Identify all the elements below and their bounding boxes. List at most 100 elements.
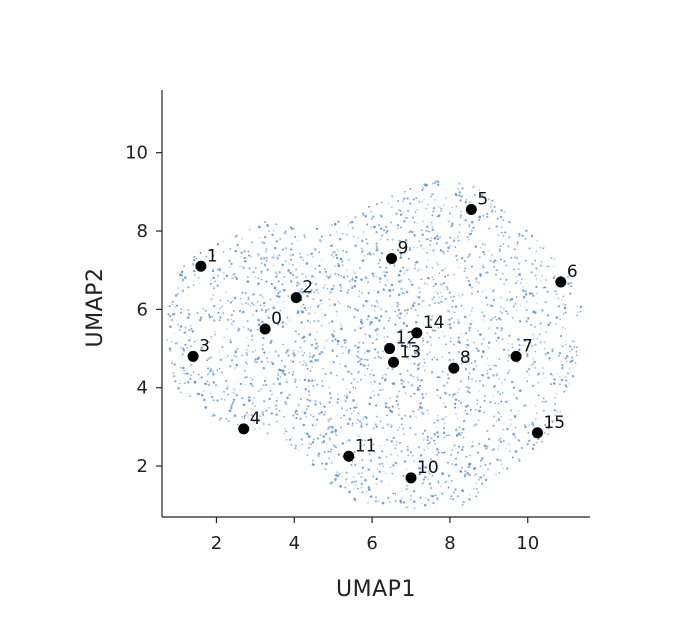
- cloud-dot: [416, 296, 418, 298]
- cloud-dot: [425, 184, 428, 187]
- cloud-dot: [307, 442, 311, 445]
- cloud-dot: [442, 282, 445, 285]
- cloud-dot: [532, 443, 535, 446]
- cloud-dot: [358, 290, 361, 292]
- cloud-dot: [351, 424, 354, 427]
- cloud-dot: [273, 291, 276, 294]
- cloud-dot: [311, 366, 314, 369]
- cloud-dot: [559, 420, 561, 423]
- cloud-dot: [281, 266, 283, 269]
- cloud-dot: [241, 290, 244, 293]
- cloud-dot: [353, 406, 356, 409]
- cloud-dot: [238, 327, 241, 330]
- cloud-dot: [212, 267, 214, 269]
- cloud-dot: [486, 445, 489, 448]
- cloud-dot: [323, 405, 326, 408]
- cloud-dot: [226, 355, 229, 357]
- cloud-dot: [434, 506, 437, 508]
- cloud-dot: [500, 209, 503, 212]
- cloud-dot: [436, 394, 439, 397]
- cloud-dot: [336, 401, 339, 404]
- cloud-dot: [407, 267, 410, 270]
- cloud-dot: [525, 229, 528, 233]
- cloud-dot: [272, 256, 275, 259]
- cloud-dot: [340, 327, 343, 331]
- cloud-dot: [488, 249, 490, 252]
- cloud-dot: [340, 289, 342, 292]
- cloud-dot: [328, 426, 331, 429]
- cloud-dot: [453, 273, 455, 276]
- cloud-dot: [445, 343, 447, 346]
- cloud-dot: [314, 311, 317, 314]
- cloud-dot: [468, 283, 472, 287]
- cloud-dot: [442, 204, 445, 207]
- cloud-dot: [303, 336, 305, 338]
- cloud-dot: [378, 294, 381, 297]
- cloud-dot: [429, 239, 432, 242]
- cloud-dot: [380, 252, 383, 255]
- cloud-dot: [437, 214, 441, 217]
- cloud-dot: [509, 423, 513, 426]
- cloud-dot: [458, 388, 461, 391]
- cloud-dot: [364, 369, 366, 372]
- cloud-dot: [543, 401, 547, 404]
- cloud-dot: [198, 393, 200, 395]
- cloud-dot: [314, 423, 317, 426]
- cloud-dot: [258, 419, 261, 422]
- cloud-dot: [185, 334, 188, 337]
- cloud-dot: [468, 386, 470, 389]
- cloud-dot: [338, 302, 341, 305]
- cloud-dot: [475, 423, 478, 426]
- cloud-dot: [461, 489, 465, 492]
- cloud-dot: [446, 309, 449, 312]
- cloud-dot: [308, 394, 311, 397]
- cloud-dot: [355, 355, 358, 357]
- cloud-dot: [251, 425, 254, 428]
- cloud-dot: [416, 208, 418, 211]
- cloud-dot: [345, 233, 348, 236]
- cloud-dot: [366, 350, 369, 353]
- cloud-dot: [230, 323, 234, 326]
- cloud-dot: [478, 478, 481, 481]
- cloud-dot: [458, 341, 461, 344]
- cloud-dot: [329, 234, 332, 237]
- cloud-dot: [439, 397, 441, 399]
- cloud-dot: [173, 332, 176, 335]
- cloud-dot: [292, 414, 295, 417]
- cloud-dot: [176, 324, 180, 328]
- cloud-dot: [377, 356, 380, 360]
- cloud-dot: [266, 314, 269, 317]
- cloud-dot: [428, 482, 431, 485]
- cloud-dot: [262, 241, 266, 245]
- cloud-dot: [473, 414, 476, 417]
- cloud-dot: [175, 272, 179, 275]
- cloud-dot: [466, 404, 469, 407]
- cloud-dot: [460, 239, 463, 242]
- cloud-dot: [212, 269, 215, 273]
- cloud-dot: [370, 211, 372, 213]
- cloud-dot: [212, 286, 215, 288]
- cloud-dot: [316, 345, 319, 348]
- cloud-dot: [476, 347, 478, 350]
- cloud-dot: [278, 319, 281, 322]
- cloud-dot: [432, 285, 435, 287]
- cloud-dot: [384, 405, 387, 409]
- cloud-dot: [406, 356, 409, 360]
- cloud-dot: [423, 358, 426, 361]
- cloud-dot: [370, 272, 373, 275]
- cloud-dot: [469, 314, 472, 317]
- cloud-dot: [179, 366, 182, 369]
- cloud-dot: [478, 215, 482, 219]
- cloud-dot: [230, 405, 233, 408]
- cloud-dot: [375, 275, 378, 278]
- cloud-dot: [430, 236, 433, 239]
- cloud-dot: [375, 482, 378, 486]
- cloud-dot: [231, 299, 234, 302]
- cloud-dot: [360, 483, 363, 486]
- cloud-dot: [335, 231, 338, 233]
- cloud-dot: [357, 356, 360, 359]
- cloud-dot: [450, 495, 453, 498]
- cloud-dot: [516, 398, 518, 401]
- cloud-dot: [395, 301, 398, 304]
- cloud-dot: [554, 414, 557, 417]
